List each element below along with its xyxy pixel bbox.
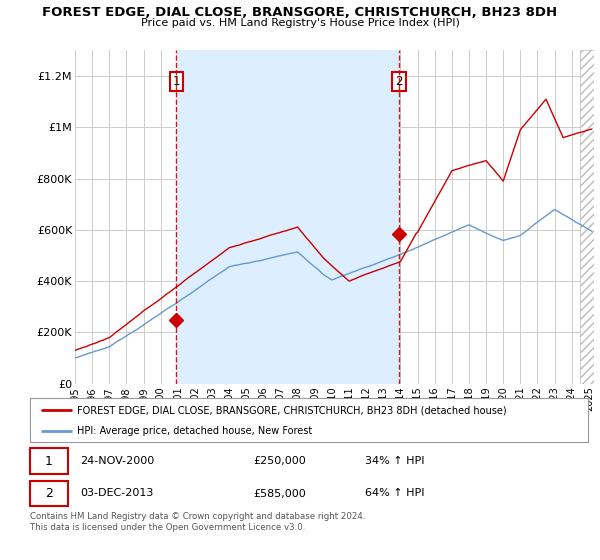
Text: 34% ↑ HPI: 34% ↑ HPI (365, 456, 424, 466)
Text: FOREST EDGE, DIAL CLOSE, BRANSGORE, CHRISTCHURCH, BH23 8DH (detached house): FOREST EDGE, DIAL CLOSE, BRANSGORE, CHRI… (77, 405, 507, 415)
FancyBboxPatch shape (30, 449, 68, 474)
Text: 2: 2 (45, 487, 53, 500)
Text: £585,000: £585,000 (253, 488, 306, 498)
Text: 64% ↑ HPI: 64% ↑ HPI (365, 488, 424, 498)
Text: 2: 2 (395, 74, 403, 88)
Bar (580, 50, 600, 384)
Text: Price paid vs. HM Land Registry's House Price Index (HPI): Price paid vs. HM Land Registry's House … (140, 18, 460, 29)
Bar (176, 50, 399, 384)
Text: 1: 1 (173, 74, 180, 88)
Text: Contains HM Land Registry data © Crown copyright and database right 2024.
This d: Contains HM Land Registry data © Crown c… (30, 512, 365, 532)
Text: 03-DEC-2013: 03-DEC-2013 (80, 488, 154, 498)
Text: £250,000: £250,000 (253, 456, 306, 466)
Text: HPI: Average price, detached house, New Forest: HPI: Average price, detached house, New … (77, 426, 313, 436)
Text: 1: 1 (45, 455, 53, 468)
Text: FOREST EDGE, DIAL CLOSE, BRANSGORE, CHRISTCHURCH, BH23 8DH: FOREST EDGE, DIAL CLOSE, BRANSGORE, CHRI… (43, 6, 557, 18)
FancyBboxPatch shape (30, 480, 68, 506)
Text: 24-NOV-2000: 24-NOV-2000 (80, 456, 154, 466)
